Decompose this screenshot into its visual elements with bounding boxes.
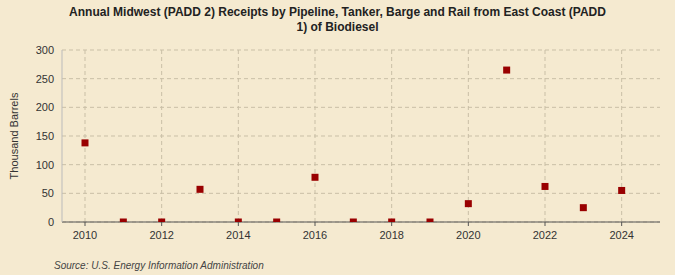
point xyxy=(388,219,395,223)
point xyxy=(580,204,587,211)
point xyxy=(542,183,549,190)
chart: 0 50 100 150 200 250 300 2010 2012 2014 2016 2018 20… xyxy=(0,0,675,275)
y-tick-label: 150 xyxy=(36,130,54,142)
x-tick xyxy=(315,222,316,226)
x-tick xyxy=(85,222,86,226)
x-axis-line xyxy=(62,222,660,223)
y-tick-label: 300 xyxy=(36,44,54,56)
grid-line xyxy=(62,50,660,51)
point xyxy=(465,200,472,207)
grid-line xyxy=(85,50,86,222)
point xyxy=(618,187,625,194)
point xyxy=(273,219,280,223)
x-tick xyxy=(238,222,239,226)
grid-line xyxy=(62,193,660,194)
x-tick-label: 2018 xyxy=(379,229,403,241)
grid-line xyxy=(161,50,162,222)
grid-line xyxy=(391,50,392,222)
point xyxy=(312,174,319,181)
x-tick-label: 2022 xyxy=(533,229,557,241)
background xyxy=(0,0,675,275)
point xyxy=(82,139,89,146)
grid-line xyxy=(545,50,546,222)
x-tick-label: 2016 xyxy=(303,229,327,241)
grid-line xyxy=(238,50,239,222)
x-tick-label: 2014 xyxy=(226,229,250,241)
x-tick xyxy=(545,222,546,226)
point xyxy=(350,219,357,223)
y-tick-label: 100 xyxy=(36,159,54,171)
x-tick-label: 2012 xyxy=(149,229,173,241)
grid-line xyxy=(468,50,469,222)
title: Annual Midwest (PADD 2) Receipts by Pipe… xyxy=(69,5,606,34)
title-line: 1) of Biodiesel xyxy=(296,20,378,34)
x-tick-label: 2020 xyxy=(456,229,480,241)
y-tick-label: 250 xyxy=(36,73,54,85)
source: Source: U.S. Energy Information Administ… xyxy=(54,260,264,271)
x-tick-label: 2010 xyxy=(73,229,97,241)
title-line: Annual Midwest (PADD 2) Receipts by Pipe… xyxy=(69,5,606,19)
point xyxy=(235,219,242,223)
y-axis-label: Thousand Barrels xyxy=(8,92,20,179)
grid-line xyxy=(621,50,622,222)
point xyxy=(197,186,204,193)
points xyxy=(82,67,626,222)
grid-line xyxy=(62,222,660,223)
grid-line xyxy=(62,78,660,79)
x-tick xyxy=(391,222,392,226)
y-tick-label: 0 xyxy=(48,216,54,228)
y-tick-label: 50 xyxy=(42,187,54,199)
point xyxy=(503,67,510,74)
grid-line xyxy=(62,136,660,137)
grid-line xyxy=(62,107,660,108)
grid-line xyxy=(315,50,316,222)
y-axis-line xyxy=(62,50,63,222)
grid xyxy=(62,50,660,222)
x-tick xyxy=(161,222,162,226)
x-tick xyxy=(468,222,469,226)
point xyxy=(427,219,434,223)
x-tick-label: 2024 xyxy=(609,229,633,241)
point xyxy=(158,219,165,223)
x-tick xyxy=(621,222,622,226)
point xyxy=(120,219,127,223)
grid-line xyxy=(62,164,660,165)
y-tick-label: 200 xyxy=(36,101,54,113)
